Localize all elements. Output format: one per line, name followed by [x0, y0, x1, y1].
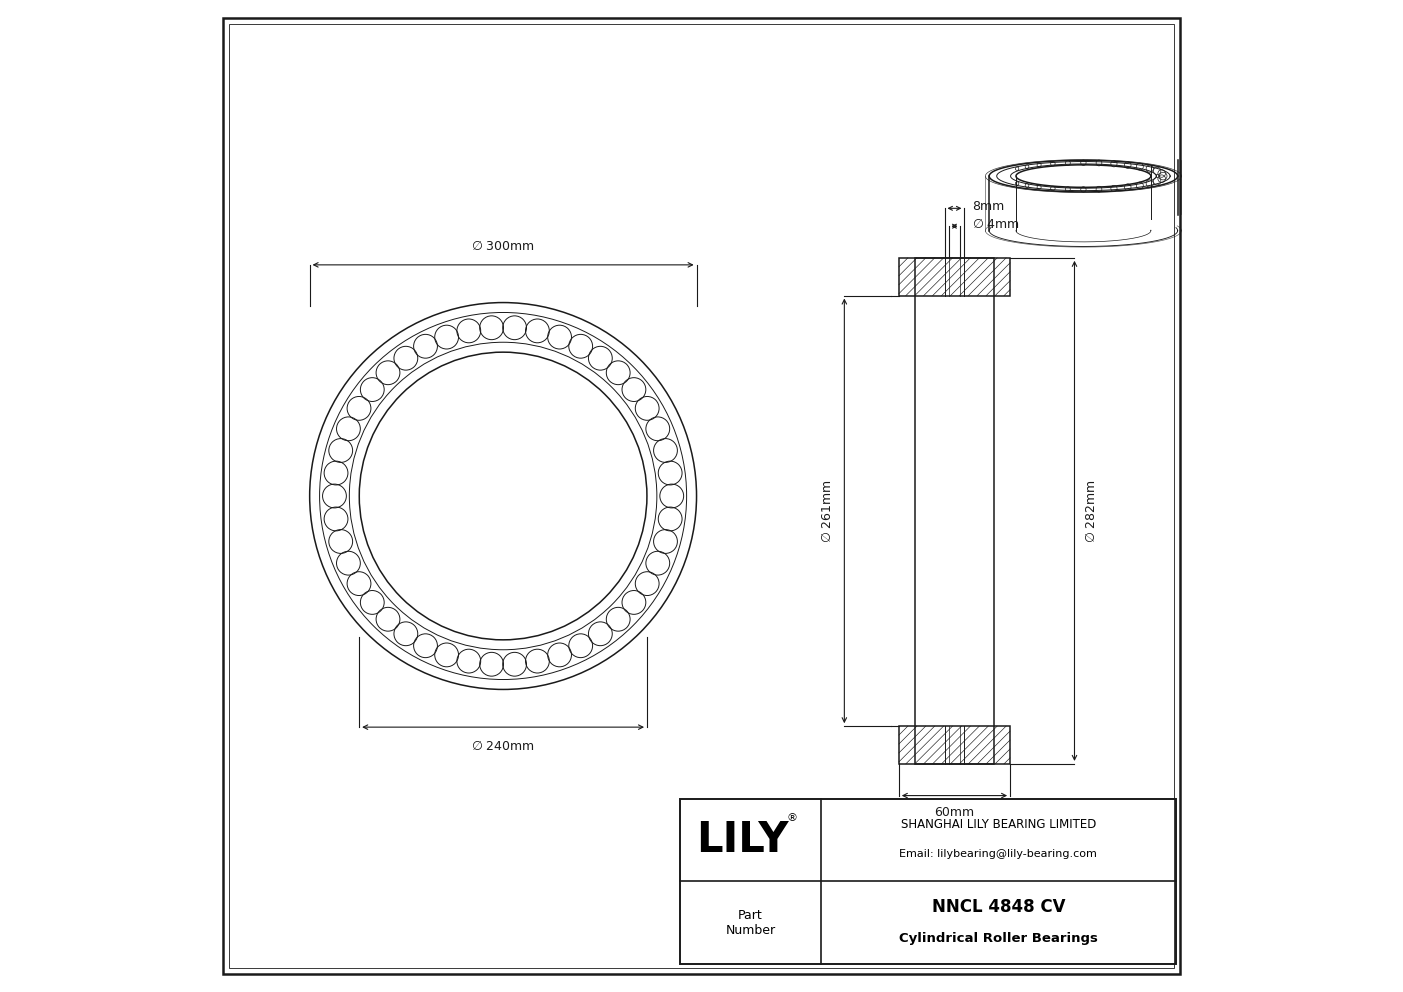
Text: Part
Number: Part Number [725, 909, 776, 936]
Bar [915, 258, 995, 764]
Text: $\varnothing$ 282mm: $\varnothing$ 282mm [1085, 479, 1099, 543]
Text: LILY: LILY [696, 819, 788, 861]
Text: 60mm: 60mm [934, 806, 975, 818]
Text: $\varnothing$ 240mm: $\varnothing$ 240mm [471, 739, 535, 753]
Text: SHANGHAI LILY BEARING LIMITED: SHANGHAI LILY BEARING LIMITED [901, 817, 1096, 830]
Bar [679, 799, 1176, 964]
Bar [899, 258, 1010, 296]
Text: ®: ® [787, 813, 797, 823]
Text: 8mm: 8mm [972, 199, 1005, 213]
Text: $\varnothing$ 261mm: $\varnothing$ 261mm [821, 479, 835, 543]
Text: Email: lilybearing@lily-bearing.com: Email: lilybearing@lily-bearing.com [899, 849, 1097, 859]
Text: $\varnothing$ 4mm: $\varnothing$ 4mm [972, 217, 1020, 231]
Text: $\varnothing$ 300mm: $\varnothing$ 300mm [471, 239, 535, 253]
Text: Cylindrical Roller Bearings: Cylindrical Roller Bearings [899, 932, 1097, 945]
Bar [899, 726, 1010, 764]
Text: NNCL 4848 CV: NNCL 4848 CV [932, 898, 1065, 916]
